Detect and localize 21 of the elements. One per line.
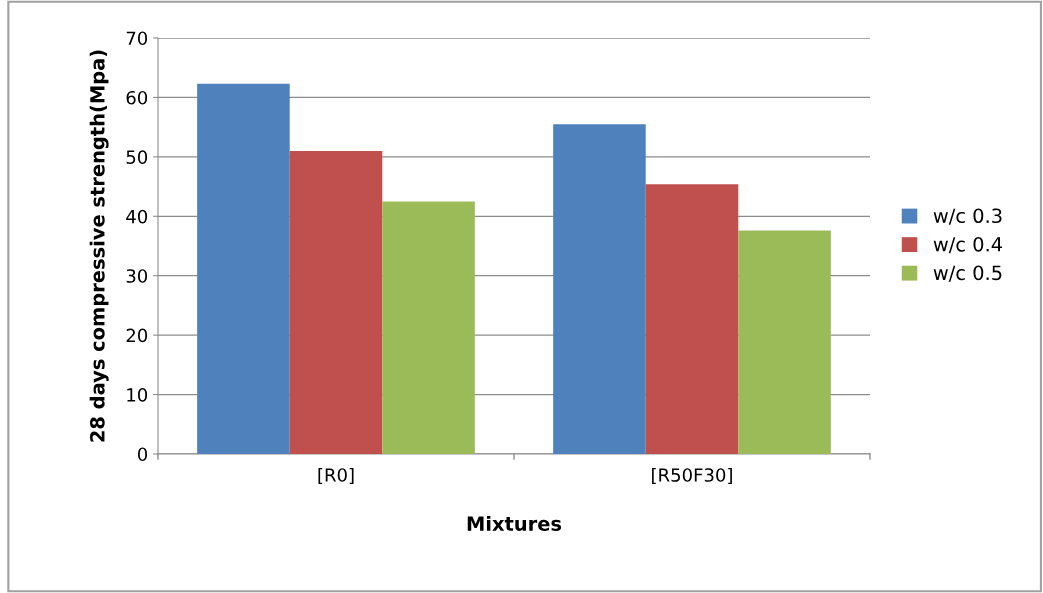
bar bbox=[553, 124, 646, 454]
x-axis-title: Mixtures bbox=[467, 515, 562, 531]
y-tick-label: 20 bbox=[126, 328, 148, 343]
x-tick-label: [R0] bbox=[318, 467, 354, 484]
y-tick-label: 0 bbox=[137, 447, 148, 462]
y-tick-label: 40 bbox=[126, 209, 148, 224]
bar bbox=[738, 230, 831, 454]
legend-label: w/c 0.4 bbox=[933, 236, 1003, 254]
y-tick-label: 50 bbox=[126, 150, 148, 164]
y-tick-label: 10 bbox=[127, 388, 148, 402]
bar bbox=[289, 150, 383, 454]
legend-label: w/c 0.3 bbox=[933, 208, 1002, 225]
bar bbox=[382, 201, 475, 454]
bar bbox=[197, 83, 290, 454]
y-tick-label: 70 bbox=[126, 31, 148, 46]
bar bbox=[645, 184, 739, 454]
x-tick-label: [R50F30] bbox=[652, 467, 732, 484]
y-tick-label: 60 bbox=[126, 90, 148, 105]
y-axis-title: 28 days compressive strength(Mpa) bbox=[89, 50, 109, 442]
legend-label: w/c 0.5 bbox=[933, 265, 1002, 282]
y-tick-label: 30 bbox=[126, 269, 148, 283]
